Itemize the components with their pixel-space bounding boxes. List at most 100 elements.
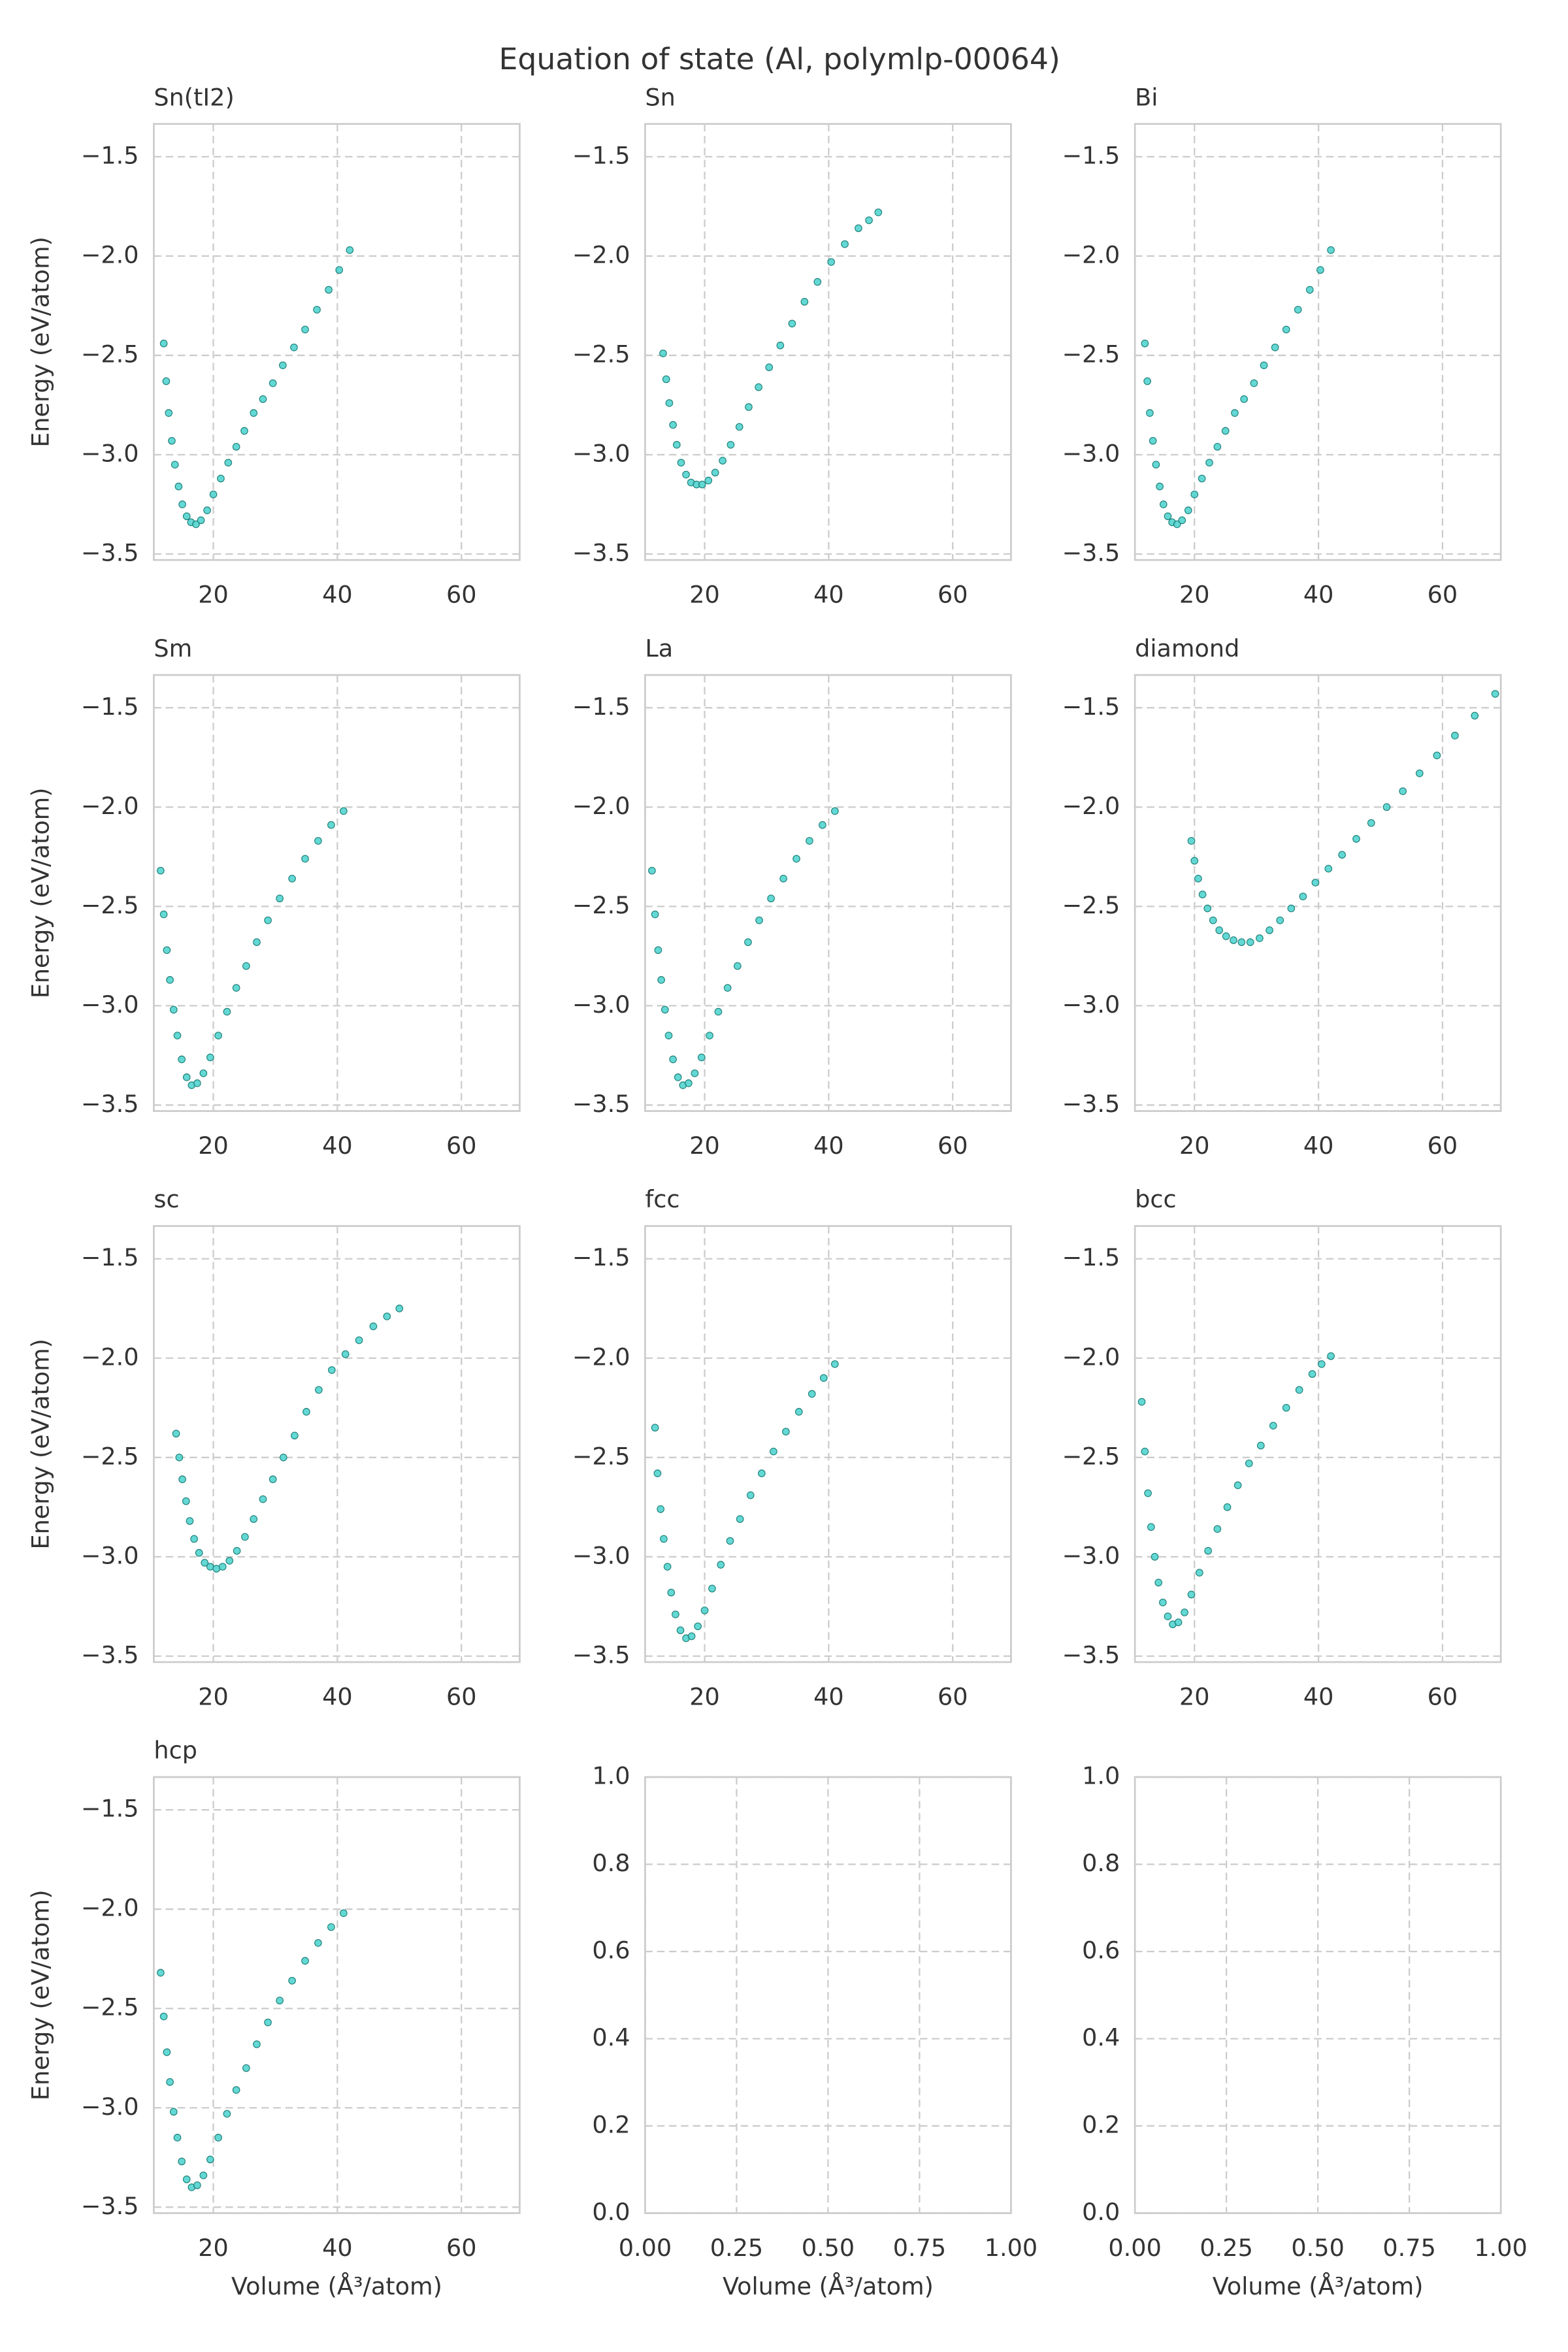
- data-point: [765, 363, 774, 372]
- data-point: [734, 962, 742, 970]
- data-point: [736, 1515, 744, 1523]
- y-tick-label: 0.6: [592, 1936, 630, 1964]
- data-point: [1149, 436, 1157, 445]
- y-tick-label: 0.0: [1082, 2198, 1120, 2226]
- data-point: [209, 490, 218, 498]
- data-point: [770, 1447, 777, 1456]
- data-point: [1276, 916, 1284, 924]
- data-point: [1178, 516, 1186, 525]
- data-point: [1491, 690, 1499, 698]
- y-tick-label: −3.0: [572, 1541, 630, 1569]
- data-point: [223, 2110, 231, 2118]
- panel-title: diamond: [1135, 634, 1239, 662]
- data-point: [1221, 427, 1230, 435]
- data-point: [1471, 711, 1479, 720]
- panel-title: sc: [154, 1185, 179, 1213]
- y-tick-label: −1.5: [1062, 1243, 1120, 1271]
- data-point: [698, 480, 706, 489]
- x-tick-label: 20: [689, 1682, 720, 1710]
- y-tick-label: 0.0: [592, 2198, 630, 2226]
- data-point: [1415, 769, 1424, 777]
- data-point: [233, 1546, 241, 1555]
- data-point: [232, 442, 240, 451]
- data-point: [697, 1053, 706, 1062]
- axes-frame: [153, 1225, 521, 1663]
- x-tick-label: 1.00: [985, 2234, 1037, 2262]
- data-point: [1187, 1590, 1196, 1599]
- data-point: [1159, 1598, 1167, 1607]
- y-tick-label: −3.5: [572, 1090, 630, 1118]
- y-tick-label: −2.0: [572, 792, 630, 820]
- y-tick-label: −3.0: [81, 2093, 139, 2121]
- y-tick-label: 0.4: [592, 2023, 630, 2051]
- panel-title: Bi: [1135, 83, 1158, 111]
- data-point: [340, 807, 348, 815]
- data-point: [664, 1032, 673, 1039]
- data-point: [1231, 409, 1239, 417]
- data-point: [1156, 482, 1164, 491]
- data-point: [819, 821, 826, 829]
- data-point: [264, 2018, 272, 2027]
- y-tick-label: −2.5: [81, 1993, 139, 2021]
- y-tick-label: 0.2: [1082, 2110, 1120, 2138]
- data-point: [250, 409, 258, 417]
- data-point: [301, 1957, 309, 1965]
- x-tick-label: 40: [322, 2234, 353, 2262]
- panel-title: hcp: [154, 1737, 197, 1765]
- data-point: [663, 1563, 672, 1571]
- data-point: [657, 1505, 664, 1513]
- data-point: [708, 1584, 716, 1593]
- data-point: [193, 2181, 201, 2189]
- data-point: [327, 1923, 335, 1931]
- data-point: [660, 1535, 668, 1543]
- x-tick-label: 20: [1179, 1132, 1210, 1160]
- y-tick-label: −2.5: [1062, 891, 1120, 919]
- data-point: [1299, 892, 1307, 901]
- data-point: [831, 1360, 839, 1368]
- y-tick-label: −3.0: [81, 990, 139, 1019]
- data-point: [1194, 874, 1202, 883]
- data-point: [1327, 246, 1335, 254]
- data-point: [203, 506, 211, 514]
- y-tick-label: 0.2: [592, 2110, 630, 2138]
- data-point: [1324, 864, 1333, 873]
- data-point: [1316, 266, 1324, 274]
- data-point: [746, 1491, 755, 1499]
- x-tick-label: 40: [813, 1132, 844, 1160]
- data-point: [288, 1976, 296, 1985]
- data-point: [190, 1535, 198, 1543]
- data-point: [182, 512, 191, 521]
- data-point: [197, 516, 205, 525]
- x-tick-label: 0.50: [802, 2234, 855, 2262]
- data-point: [192, 520, 200, 529]
- data-point: [1205, 459, 1213, 466]
- panel: 20 40 60 −3.5 −3.0 −2.5 −2.0 −1.5 Sn: [572, 83, 1012, 609]
- data-point: [1237, 938, 1246, 946]
- data-point: [182, 1073, 191, 1081]
- data-point: [727, 440, 735, 449]
- data-point: [290, 343, 298, 351]
- x-tick-label: 60: [938, 581, 968, 609]
- panel-title: Sn(tI2): [154, 83, 234, 111]
- data-point: [340, 1909, 348, 1918]
- y-axis-label: Energy (eV/atom): [27, 1889, 55, 2100]
- axes-frame: [644, 1225, 1012, 1663]
- data-point: [253, 2040, 261, 2048]
- data-point: [669, 421, 677, 429]
- data-point: [166, 2078, 174, 2086]
- data-point: [172, 1429, 180, 1438]
- data-point: [661, 1005, 669, 1014]
- panel: 20 40 60 −3.5 −3.0 −2.5 −2.0 −1.5 Sm Energy (eV/a…: [27, 634, 521, 1160]
- x-tick-label: 0.00: [1108, 2234, 1161, 2262]
- data-point: [1184, 506, 1192, 514]
- data-point: [1352, 835, 1360, 843]
- data-point: [1209, 916, 1217, 924]
- x-axis-label: Volume (Å³/atom): [723, 2272, 934, 2300]
- data-point: [175, 1453, 184, 1462]
- data-point: [240, 427, 248, 435]
- data-point: [1295, 1386, 1303, 1394]
- data-point: [206, 1053, 214, 1062]
- data-point: [1433, 751, 1441, 760]
- data-point: [217, 474, 225, 483]
- data-point: [1266, 926, 1273, 934]
